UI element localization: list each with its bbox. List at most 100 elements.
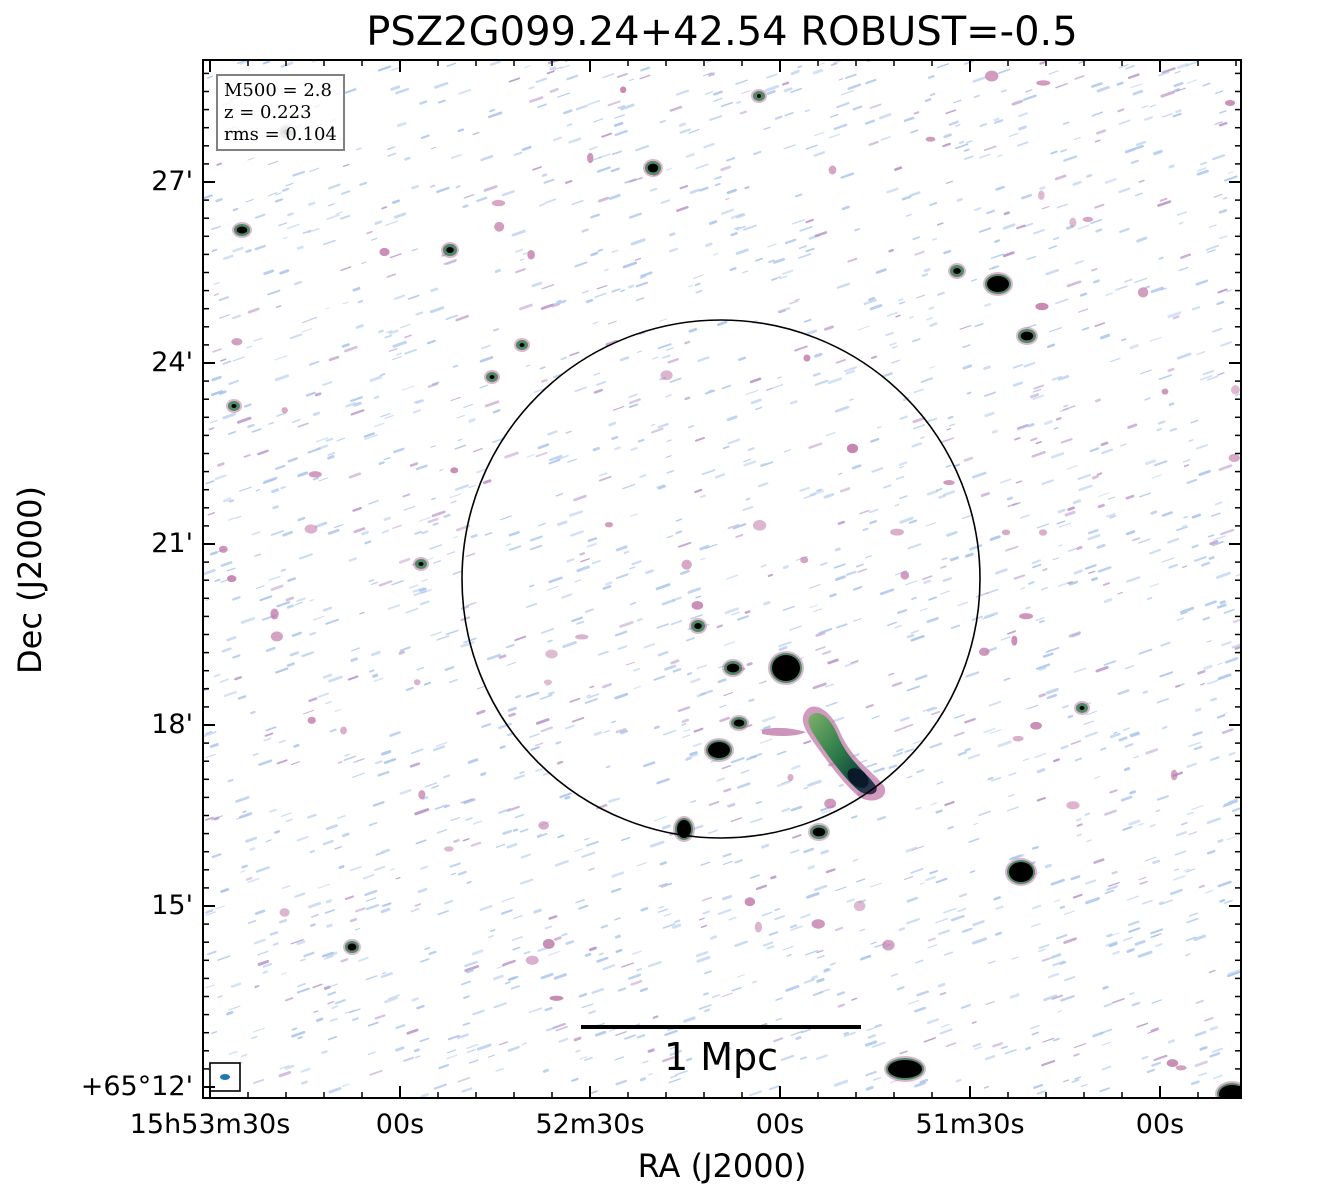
noise-speck bbox=[791, 764, 801, 770]
noise-speck bbox=[708, 220, 718, 226]
noise-speck bbox=[799, 1056, 807, 1060]
noise-speck bbox=[493, 974, 504, 981]
noise-speck bbox=[539, 694, 553, 700]
noise-speck bbox=[745, 1051, 751, 1055]
noise-speck bbox=[938, 494, 946, 499]
noise-speck bbox=[1195, 444, 1208, 450]
noise-speck bbox=[838, 78, 844, 81]
beam-ellipse bbox=[220, 1074, 230, 1080]
noise-speck bbox=[556, 299, 562, 303]
noise-speck bbox=[353, 758, 365, 763]
noise-speck bbox=[468, 418, 476, 423]
noise-speck bbox=[664, 394, 672, 398]
noise-speck bbox=[818, 627, 833, 635]
noise-speck bbox=[1239, 948, 1241, 950]
noise-speck bbox=[212, 348, 222, 353]
noise-speck bbox=[541, 283, 555, 290]
noise-speck bbox=[636, 350, 642, 353]
noise-speck bbox=[350, 409, 365, 416]
noise-speck bbox=[640, 906, 649, 912]
noise-speck bbox=[312, 477, 320, 481]
noise-speck bbox=[1109, 357, 1121, 363]
noise-speck bbox=[1138, 648, 1153, 655]
noise-speck bbox=[1054, 899, 1061, 903]
noise-speck bbox=[685, 757, 692, 761]
noise-speck bbox=[790, 925, 803, 931]
noise-speck bbox=[240, 870, 246, 873]
noise-speck bbox=[830, 62, 838, 66]
noise-speck bbox=[530, 746, 540, 751]
noise-speck bbox=[267, 192, 278, 197]
noise-speck bbox=[436, 635, 450, 641]
noise-speck bbox=[997, 68, 1010, 75]
noise-speck bbox=[296, 987, 310, 994]
noise-speck bbox=[1219, 600, 1226, 605]
noise-speck bbox=[734, 940, 749, 947]
noise-speck bbox=[1086, 839, 1092, 843]
noise-speck bbox=[1053, 427, 1059, 430]
noise-speck bbox=[675, 1070, 688, 1076]
noise-speck bbox=[978, 153, 991, 159]
noise-speck bbox=[1183, 515, 1189, 519]
noise-speck bbox=[420, 865, 428, 870]
noise-speck bbox=[243, 454, 251, 458]
noise-speck bbox=[983, 145, 997, 152]
noise-speck bbox=[1046, 343, 1055, 349]
noise-speck bbox=[844, 661, 859, 667]
noise-speck bbox=[420, 1093, 429, 1098]
noise-speck bbox=[661, 598, 676, 606]
noise-speck bbox=[679, 128, 691, 134]
noise-speck bbox=[910, 129, 919, 134]
noise-speck bbox=[840, 90, 854, 96]
noise-speck bbox=[404, 156, 411, 161]
noise-speck bbox=[1226, 970, 1241, 978]
noise-speck bbox=[704, 1008, 711, 1013]
noise-speck bbox=[1057, 1010, 1063, 1013]
noise-speck bbox=[245, 836, 258, 843]
noise-speck bbox=[476, 685, 485, 690]
noise-speck bbox=[896, 986, 905, 991]
noise-speck bbox=[492, 409, 501, 414]
noise-speck bbox=[537, 443, 550, 450]
noise-speck bbox=[419, 587, 427, 592]
noise-speck bbox=[608, 421, 617, 427]
noise-speck bbox=[724, 607, 740, 615]
noise-speck bbox=[314, 521, 328, 528]
noise-speck bbox=[1151, 999, 1162, 1004]
noise-speck bbox=[413, 399, 422, 404]
noise-speck bbox=[414, 1055, 421, 1059]
noise-speck bbox=[334, 708, 342, 712]
noise-speck bbox=[865, 1085, 874, 1091]
noise-speck bbox=[812, 372, 821, 377]
noise-speck bbox=[247, 423, 255, 429]
noise-speck bbox=[729, 267, 737, 272]
noise-speck bbox=[1075, 818, 1082, 822]
faint-source bbox=[681, 559, 692, 570]
radio-point-source bbox=[704, 738, 734, 762]
noise-speck bbox=[620, 729, 628, 735]
noise-speck bbox=[513, 151, 523, 156]
noise-speck bbox=[726, 574, 739, 580]
noise-speck bbox=[218, 296, 229, 302]
noise-speck bbox=[614, 129, 628, 137]
noise-speck bbox=[278, 739, 286, 744]
noise-speck bbox=[480, 344, 491, 350]
noise-speck bbox=[829, 593, 837, 598]
noise-speck bbox=[840, 172, 855, 179]
noise-speck bbox=[838, 783, 844, 787]
noise-speck bbox=[631, 950, 643, 955]
noise-speck bbox=[836, 282, 850, 289]
noise-speck bbox=[430, 631, 442, 637]
noise-speck bbox=[594, 292, 607, 298]
noise-speck bbox=[940, 590, 951, 595]
noise-speck bbox=[1009, 993, 1020, 999]
noise-speck bbox=[243, 403, 252, 408]
noise-speck bbox=[1063, 155, 1078, 162]
radio-point-source bbox=[1215, 1081, 1241, 1098]
noise-speck bbox=[605, 765, 611, 769]
noise-speck bbox=[929, 322, 938, 327]
noise-speck bbox=[521, 1042, 528, 1046]
noise-speck bbox=[670, 659, 680, 665]
noise-speck bbox=[899, 1050, 908, 1055]
noise-speck bbox=[635, 145, 650, 152]
